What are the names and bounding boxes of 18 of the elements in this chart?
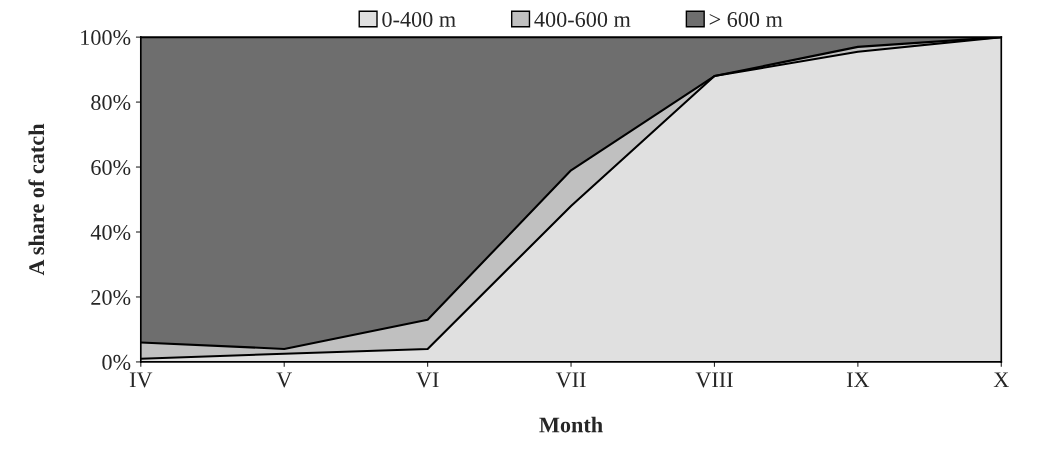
x-tick-label: VI xyxy=(416,372,439,388)
x-tick-label: VIII xyxy=(695,372,733,388)
y-tick-label: 80% xyxy=(91,95,131,111)
y-tick-label: 20% xyxy=(91,289,131,305)
y-tick-label: 40% xyxy=(90,224,131,240)
x-tick-label: IV xyxy=(129,372,153,388)
legend-label: 0-400 m xyxy=(382,11,456,27)
y-tick-label: 60% xyxy=(91,159,131,176)
x-tick-label: IX xyxy=(846,372,870,388)
x-tick-label: VII xyxy=(555,372,586,388)
legend-label: 400-600 m xyxy=(534,11,631,27)
x-axis-title: Month xyxy=(539,416,603,433)
y-tick-label: 0% xyxy=(102,354,131,370)
y-axis-title: A share of catch xyxy=(28,123,45,276)
x-tick-label: X xyxy=(993,372,1009,388)
x-tick-label: V xyxy=(276,372,292,388)
legend-label: > 600 m xyxy=(709,11,783,27)
y-tick-label: 100% xyxy=(81,30,131,46)
